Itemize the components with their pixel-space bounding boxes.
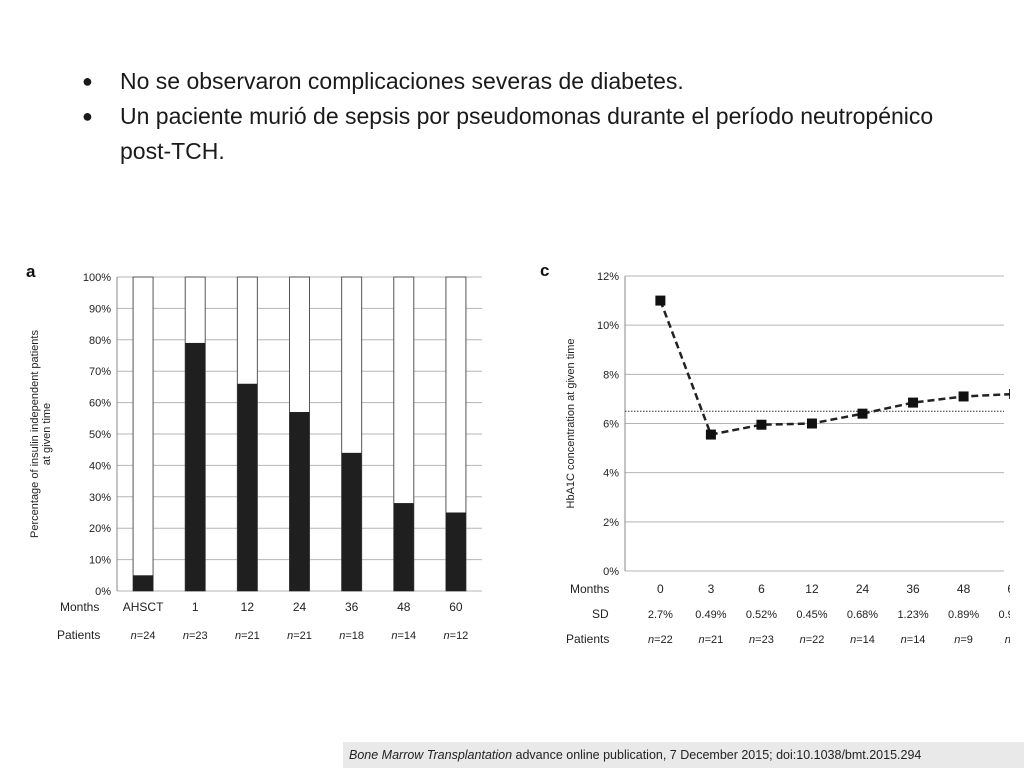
sd-value: 1.23% — [897, 609, 928, 621]
patient-count: n=22 — [648, 634, 673, 646]
row-label-patients: Patients — [566, 632, 609, 646]
series-line — [659, 300, 1010, 436]
bullet-list: ● No se observaron complicaciones severas… — [80, 64, 980, 169]
x-tick-label: 12 — [241, 600, 255, 614]
y-tick-label: 2% — [603, 517, 619, 529]
line-chart-hba1c: c 0% 2% 4% 6% 8% 10% 12% HbA1C concentration at … — [540, 261, 1010, 646]
row-label-months: Months — [570, 582, 609, 596]
journal-name: Bone Marrow Transplantation — [349, 748, 513, 762]
bar — [445, 512, 466, 591]
patient-count: n=14 — [901, 634, 926, 646]
y-tick-label: 10% — [597, 320, 619, 332]
y-tick-label: 0% — [603, 566, 619, 578]
patient-count: n=23 — [749, 634, 774, 646]
bar — [341, 452, 362, 591]
y-tick-label: 0% — [95, 586, 111, 598]
x-tick-label: 1 — [192, 600, 199, 614]
x-tick-label: 60 — [1007, 582, 1010, 596]
y-tick-label: 100% — [83, 272, 111, 284]
bullet-item: ● No se observaron complicaciones severas… — [80, 64, 980, 99]
y-tick-label: 60% — [89, 398, 111, 410]
x-tick-label: 36 — [906, 582, 920, 596]
patient-count: n=21 — [699, 634, 724, 646]
patient-count: n=21 — [287, 630, 312, 642]
data-point — [1009, 389, 1010, 399]
row-label-sd: SD — [592, 607, 609, 621]
bar — [289, 412, 310, 591]
y-axis-label: HbA1C concentration at given time — [565, 339, 577, 509]
patient-count: n=12 — [444, 630, 469, 642]
sd-value: 0.89% — [948, 609, 979, 621]
sd-value: 2.7% — [648, 609, 673, 621]
patient-count: n=24 — [131, 630, 156, 642]
x-tick-label: 60 — [449, 600, 463, 614]
y-tick-label: 10% — [89, 555, 111, 567]
x-tick-label: 3 — [708, 582, 715, 596]
patient-count: n=21 — [235, 630, 260, 642]
bar — [237, 383, 258, 591]
y-axis-label: Percentage of insulin independent patien… — [29, 330, 53, 538]
x-tick-label: 48 — [397, 600, 411, 614]
bar — [393, 503, 414, 591]
data-point — [908, 397, 919, 408]
patient-count: n=5 — [1005, 634, 1010, 646]
y-tick-label: 20% — [89, 523, 111, 535]
patient-count: n=14 — [850, 634, 875, 646]
data-point — [756, 419, 767, 430]
x-tick-label: 0 — [657, 582, 664, 596]
y-tick-label: 70% — [89, 366, 111, 378]
y-axis-label-line: at given time — [41, 403, 53, 465]
sd-value: 0.68% — [847, 609, 878, 621]
patient-count: n=18 — [339, 630, 364, 642]
panel-label-c: c — [540, 261, 549, 280]
x-tick-label: 24 — [293, 600, 307, 614]
citation-details: advance online publication, 7 December 2… — [512, 748, 922, 762]
x-tick-label: 24 — [856, 582, 870, 596]
row-label-patients: Patients — [57, 628, 100, 642]
x-tick-label: 12 — [805, 582, 819, 596]
bullet-text: No se observaron complicaciones severas … — [120, 68, 684, 94]
panel-label-a: a — [26, 262, 36, 281]
x-tick-label: 6 — [758, 582, 765, 596]
y-tick-label: 80% — [89, 335, 111, 347]
y-tick-label: 30% — [89, 492, 111, 504]
y-tick-label: 50% — [89, 429, 111, 441]
x-tick-label: AHSCT — [123, 600, 164, 614]
bar — [133, 575, 154, 591]
y-tick-label: 4% — [603, 468, 619, 480]
data-point — [958, 391, 969, 402]
data-point — [857, 408, 868, 419]
patient-count: n=23 — [183, 630, 208, 642]
y-tick-label: 8% — [603, 369, 619, 381]
y-tick-label: 40% — [89, 460, 111, 472]
data-point — [705, 429, 716, 440]
sd-value: 0.49% — [695, 609, 726, 621]
sd-value: 0.95% — [999, 609, 1010, 621]
x-tick-label: 48 — [957, 582, 971, 596]
citation-footer: Bone Marrow Transplantation advance onli… — [343, 742, 1024, 768]
data-point — [655, 295, 666, 306]
y-tick-label: 12% — [597, 271, 619, 283]
bar-remainder — [132, 276, 154, 592]
bar — [185, 342, 206, 591]
patient-count: n=9 — [954, 634, 973, 646]
row-label-months: Months — [60, 600, 99, 614]
y-axis-label-line: Percentage of insulin independent patien… — [29, 330, 41, 538]
patient-count: n=14 — [391, 630, 416, 642]
bullet-dot-icon: ● — [82, 106, 93, 126]
data-point — [806, 418, 817, 429]
sd-value: 0.45% — [796, 609, 827, 621]
sd-value: 0.52% — [746, 609, 777, 621]
patient-count: n=22 — [800, 634, 825, 646]
x-tick-label: 36 — [345, 600, 359, 614]
bar-chart-insulin-independence: a 0% 10% 20% 30% 40% 50% 60% 70% 80% 90% 100% Percen… — [26, 262, 482, 642]
bullet-dot-icon: ● — [82, 71, 93, 91]
bullet-item: ● Un paciente murió de sepsis por pseudom… — [80, 99, 980, 169]
y-tick-label: 90% — [89, 303, 111, 315]
bullet-text: Un paciente murió de sepsis por pseudomo… — [120, 103, 934, 164]
y-tick-label: 6% — [603, 419, 619, 431]
